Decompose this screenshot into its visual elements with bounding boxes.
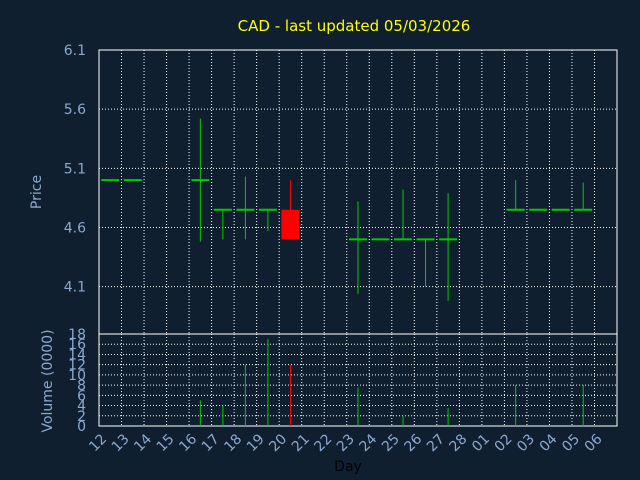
volume-tick-label: 10 <box>68 368 86 384</box>
x-tick-label: 24 <box>356 431 380 455</box>
x-tick-label: 18 <box>221 431 245 455</box>
volume-tick-label: 18 <box>68 327 86 343</box>
volume-tick-label: 2 <box>77 409 86 425</box>
x-tick-label: 02 <box>492 431 516 455</box>
x-tick-label: 20 <box>266 431 290 455</box>
price-axis-label: Price <box>29 175 45 209</box>
volume-tick-label: 6 <box>77 388 86 404</box>
x-tick-label: 23 <box>334 431 358 455</box>
candle-body <box>281 209 300 240</box>
volume-tick-label: 4 <box>77 399 86 415</box>
x-axis-label: Day <box>334 459 362 475</box>
volume-tick-label: 12 <box>68 358 86 374</box>
volume-axis-label: Volume (0000) <box>40 329 56 432</box>
x-tick-label: 17 <box>199 431 223 455</box>
x-ticks: 1213141516171819202122232425262728010203… <box>86 431 605 455</box>
x-tick-label: 12 <box>86 431 110 455</box>
x-tick-label: 03 <box>514 431 538 455</box>
price-y-ticks: 6.1 5.6 5.1 4.6 4.1 <box>64 43 86 296</box>
price-tick-label: 6.1 <box>64 43 86 59</box>
x-tick-label: 14 <box>131 431 155 455</box>
x-tick-label: 15 <box>154 431 178 455</box>
x-tick-label: 19 <box>244 431 268 455</box>
x-tick-label: 01 <box>469 431 493 455</box>
x-tick-label: 28 <box>447 431 471 455</box>
x-tick-label: 05 <box>559 431 583 455</box>
volume-bars <box>199 339 584 426</box>
x-tick-label: 25 <box>379 431 403 455</box>
x-tick-label: 06 <box>582 431 606 455</box>
price-tick-label: 5.1 <box>64 161 86 177</box>
candles <box>101 118 593 301</box>
x-tick-label: 26 <box>402 431 426 455</box>
x-tick-label: 27 <box>424 431 448 455</box>
x-tick-label: 04 <box>537 431 561 455</box>
price-tick-label: 5.6 <box>64 102 86 118</box>
volume-tick-label: 0 <box>77 419 86 435</box>
x-tick-label: 21 <box>289 431 313 455</box>
price-tick-label: 4.6 <box>64 221 86 237</box>
volume-tick-label: 16 <box>68 337 86 353</box>
chart-title: CAD - last updated 05/03/2026 <box>238 17 471 35</box>
price-panel: 6.1 5.6 5.1 4.6 4.1 Price <box>29 43 618 335</box>
price-tick-label: 4.1 <box>64 280 86 296</box>
volume-tick-label: 14 <box>68 347 86 363</box>
x-tick-label: 22 <box>311 431 335 455</box>
x-tick-label: 13 <box>109 431 133 455</box>
x-tick-label: 16 <box>176 431 200 455</box>
volume-tick-label: 8 <box>77 378 86 394</box>
